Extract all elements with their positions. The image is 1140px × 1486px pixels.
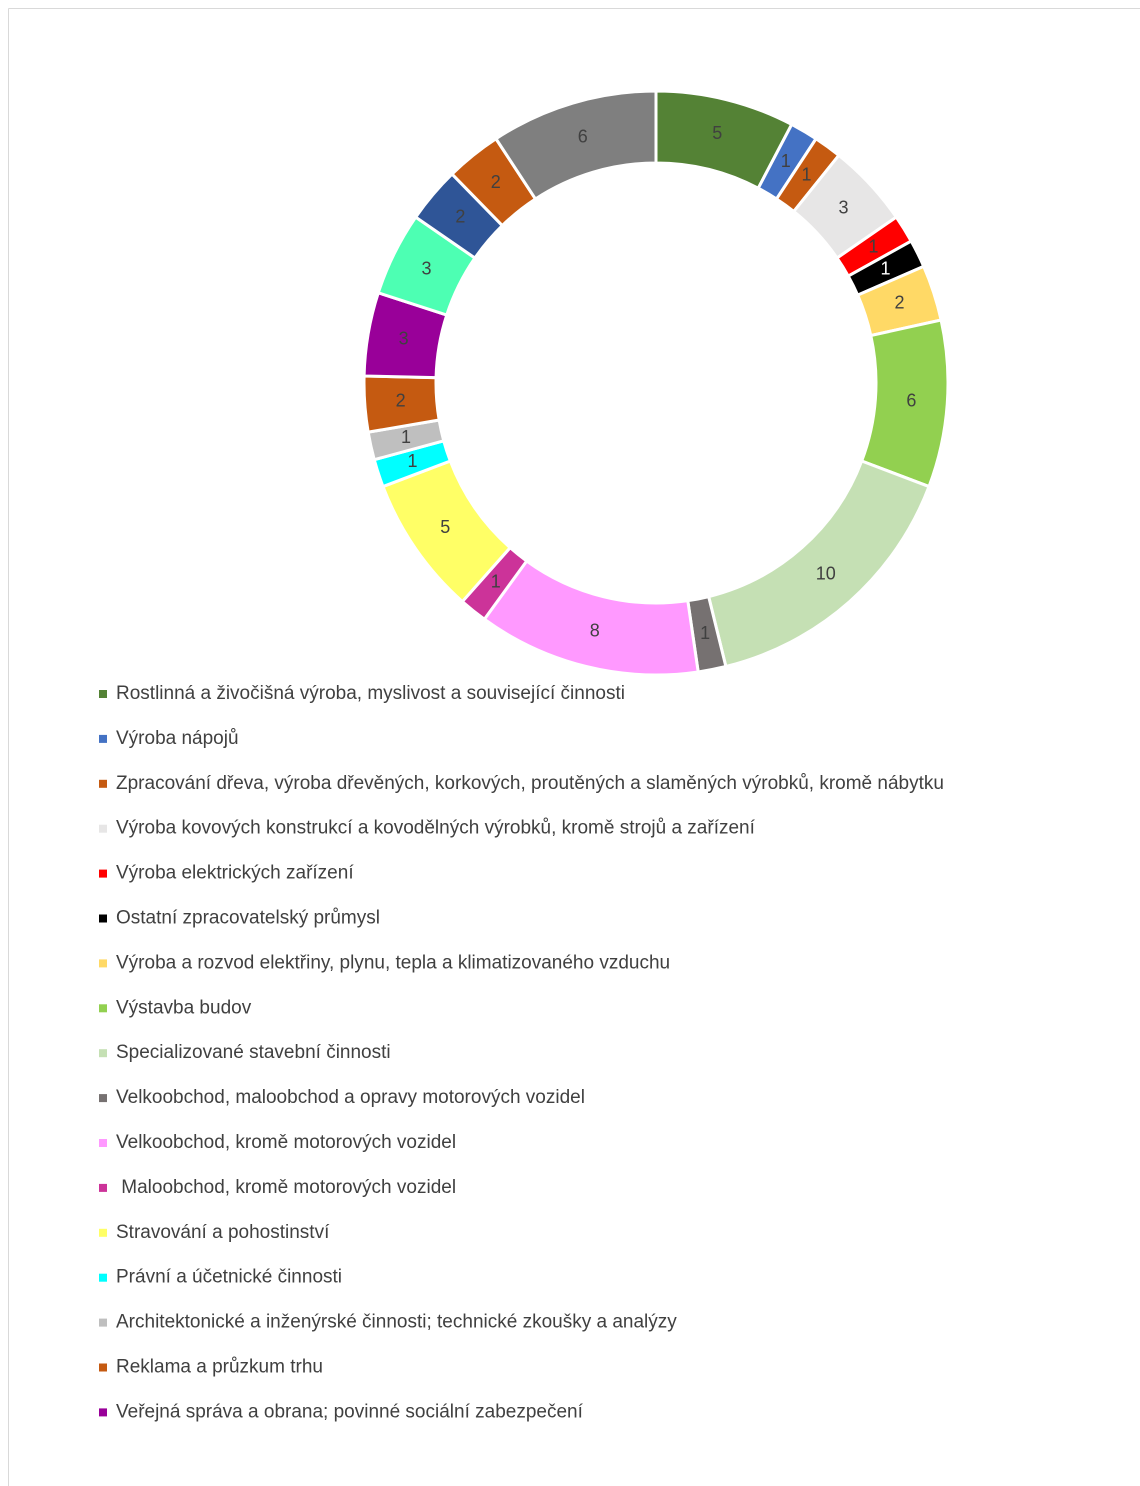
legend-label: Výstavba budov: [116, 997, 252, 1018]
legend-swatch: [99, 1004, 107, 1013]
data-label: 1: [408, 451, 418, 471]
donut-segment: [493, 89, 658, 202]
data-label: 1: [880, 258, 890, 278]
data-label: 8: [590, 620, 600, 640]
legend-swatch: [99, 779, 107, 788]
data-label: 2: [455, 207, 465, 227]
data-label: 3: [422, 258, 432, 278]
legend-label: Výroba kovových konstrukcí a kovodělných…: [116, 818, 756, 839]
legend-label: Výroba elektrických zařízení: [116, 863, 354, 884]
legend-swatch: [99, 1273, 107, 1282]
legend-label: Velkoobchod, maloobchod a opravy motorov…: [116, 1087, 585, 1108]
legend-label: Zpracování dřeva, výroba dřevěných, kork…: [116, 773, 944, 794]
legend-label: Velkoobchod, kromě motorových vozidel: [116, 1132, 456, 1153]
legend-swatch: [99, 1049, 107, 1058]
data-label: 1: [491, 571, 501, 591]
data-label: 5: [712, 123, 722, 143]
legend-swatch: [99, 869, 107, 878]
legend-label: Veřejná správa a obrana; povinné sociáln…: [116, 1401, 584, 1422]
donut-segment: [859, 318, 950, 489]
data-label: 6: [906, 390, 916, 410]
data-label: 1: [801, 165, 811, 185]
legend-swatch: [99, 1318, 107, 1327]
data-label: 3: [838, 197, 848, 217]
legend-label: Výroba a rozvod elektřiny, plynu, tepla …: [116, 952, 670, 973]
legend-label: Ostatní zpracovatelský průmysl: [116, 908, 380, 929]
data-label: 2: [894, 293, 904, 313]
legend-swatch: [99, 1408, 107, 1417]
data-label: 10: [816, 563, 836, 583]
data-label: 1: [700, 623, 710, 643]
donut-segment: [482, 558, 700, 677]
data-label: 1: [868, 237, 878, 257]
legend-label: Právní a účetnické činnosti: [116, 1267, 342, 1288]
legend-swatch: [99, 914, 107, 923]
data-label: 5: [440, 517, 450, 537]
legend-swatch: [99, 690, 107, 698]
data-label: 3: [399, 329, 409, 349]
legend-label: Rostlinná a živočišná výroba, myslivost …: [116, 683, 625, 704]
legend-label: Stravování a pohostinství: [116, 1222, 330, 1243]
legend-label: Maloobchod, kromě motorových vozidel: [116, 1177, 456, 1198]
legend-label: Specializované stavební činnosti: [116, 1042, 391, 1063]
legend-label: Výroba nápojů: [116, 728, 239, 749]
legend-label: Architektonické a inženýrské činnosti; t…: [116, 1312, 677, 1333]
legend-swatch: [99, 1094, 107, 1103]
data-label: 1: [401, 427, 411, 447]
legend-swatch: [99, 1228, 107, 1237]
legend-swatch: [99, 959, 107, 968]
legend-swatch: [99, 1139, 107, 1147]
data-label: 1: [781, 151, 791, 171]
legend-label: Reklama a průzkum trhu: [116, 1357, 323, 1378]
data-label: 6: [578, 126, 588, 146]
legend-swatch: [99, 734, 107, 743]
legend-swatch: [99, 1183, 107, 1192]
legend-swatch: [99, 824, 107, 833]
data-label: 2: [396, 390, 406, 410]
data-label: 2: [491, 172, 501, 192]
legend-swatch: [99, 1363, 107, 1372]
